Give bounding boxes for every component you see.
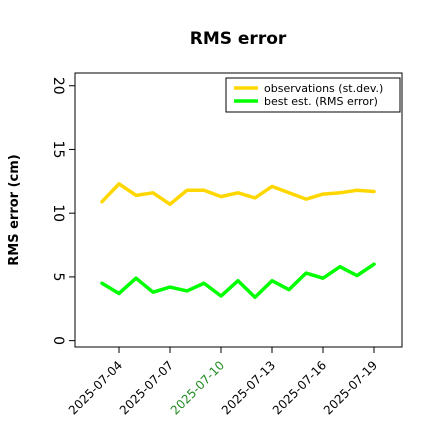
legend-label: observations (st.dev.) bbox=[264, 82, 383, 95]
y-tick-label: 10 bbox=[50, 204, 66, 222]
y-axis: 0 5 10 15 20 bbox=[50, 77, 75, 345]
legend: observations (st.dev.)best est. (RMS err… bbox=[225, 77, 401, 113]
y-tick-label: 15 bbox=[50, 141, 66, 159]
plot-area-frame bbox=[74, 72, 403, 348]
series-line-best-estimate bbox=[100, 262, 376, 300]
x-tick-label: 2025-07-19 bbox=[321, 358, 380, 417]
y-tick-label: 5 bbox=[50, 272, 66, 281]
legend-label: best est. (RMS error) bbox=[264, 95, 378, 108]
y-tick-label: 0 bbox=[50, 336, 66, 345]
x-axis: 2025-07-042025-07-072025-07-102025-07-13… bbox=[66, 347, 380, 417]
x-tick-label: 2025-07-13 bbox=[219, 358, 278, 417]
y-axis-label: RMS error (cm) bbox=[7, 154, 22, 265]
legend-box bbox=[225, 77, 401, 113]
series-lines bbox=[100, 182, 376, 300]
x-tick-label: 2025-07-04 bbox=[66, 358, 125, 417]
x-tick-label: 2025-07-07 bbox=[117, 358, 176, 417]
x-tick-label: 2025-07-10 bbox=[168, 358, 227, 417]
chart-title: RMS error bbox=[190, 29, 287, 49]
x-tick-label: 2025-07-16 bbox=[270, 358, 329, 417]
series-line-observations bbox=[100, 182, 376, 207]
y-tick-label: 20 bbox=[50, 77, 66, 95]
